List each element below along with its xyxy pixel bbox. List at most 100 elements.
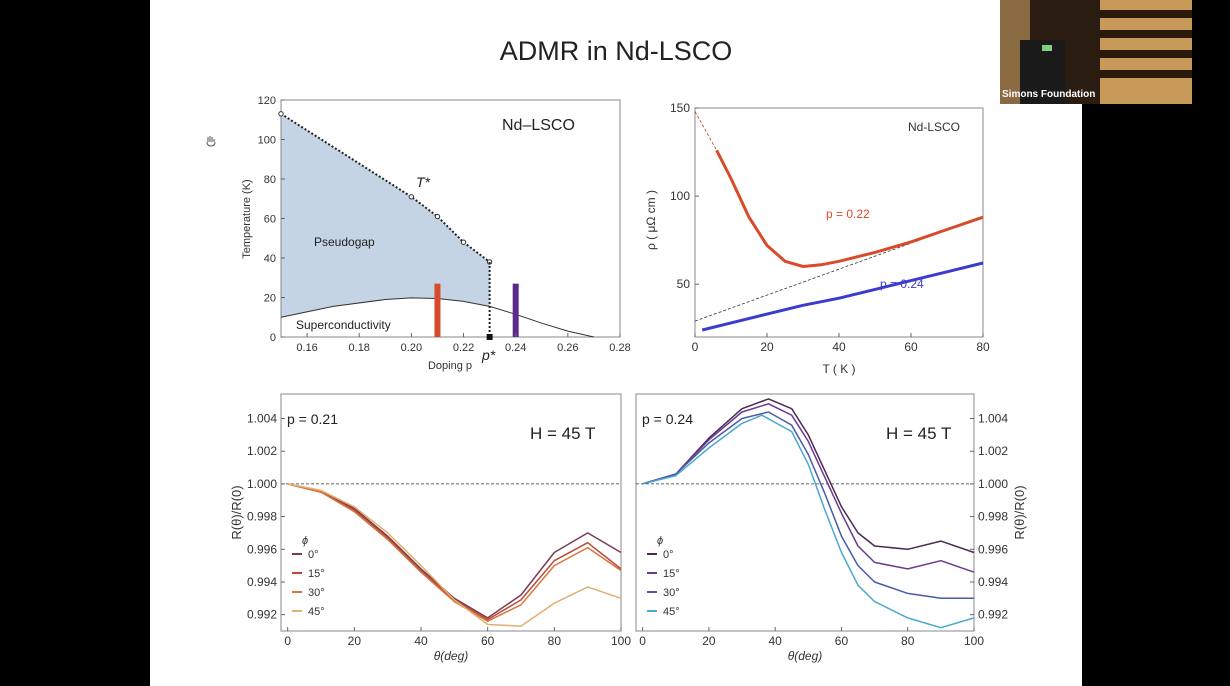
- series-line-2: [642, 411, 974, 600]
- y-tick-label: 0.998: [978, 510, 1008, 524]
- video-feed-image: [1000, 0, 1192, 104]
- y-axis-label: R(θ)/R(0): [229, 485, 244, 539]
- doping-marker: [512, 283, 519, 337]
- tstar-label: T*: [416, 174, 431, 190]
- extrapolation-line: [694, 111, 717, 151]
- x-tick-label: 0.24: [505, 342, 526, 354]
- pseudogap-region: [281, 113, 490, 318]
- x-axis-label: θ(deg): [434, 649, 469, 663]
- x-tick-label: 40: [832, 340, 846, 354]
- y-tick-label: 40: [264, 253, 276, 265]
- series-line-0: [287, 483, 622, 619]
- legend-label-0: 0°: [308, 549, 319, 561]
- y-axis-label: ρ ( μΩ cm ): [644, 190, 658, 250]
- field-label: H = 45 T: [886, 424, 951, 443]
- y-tick-label: 100: [258, 135, 276, 147]
- y-tick-label: 60: [264, 214, 276, 226]
- tstar-point: [408, 194, 415, 200]
- series-line-0: [715, 149, 984, 268]
- y-tick-label: 0.992: [978, 608, 1008, 622]
- field-label: H = 45 T: [530, 424, 595, 443]
- y-tick-label: 120: [258, 95, 276, 107]
- y-tick-label: 150: [670, 101, 690, 115]
- doping-label: p = 0.21: [287, 411, 338, 427]
- series-line-3: [287, 483, 622, 627]
- series-line-0: [642, 398, 975, 554]
- sc-label: Superconductivity: [296, 318, 391, 332]
- x-tick-label: 40: [768, 634, 782, 648]
- y-tick-label: 1.002: [978, 444, 1008, 458]
- x-tick-label: 0.18: [349, 342, 370, 354]
- material-label-2: Nd-LSCO: [908, 120, 960, 134]
- x-tick-label: 0: [639, 634, 646, 648]
- y-axis-label: R(θ)/R(0): [1012, 485, 1027, 539]
- x-tick-label: 60: [904, 340, 918, 354]
- x-tick-label: 80: [976, 340, 990, 354]
- tstar-point: [434, 213, 441, 220]
- y-tick-label: 0.998: [247, 510, 277, 524]
- y-tick-label: 1.002: [247, 444, 277, 458]
- y-tick-label: 0.992: [247, 608, 277, 622]
- x-tick-label: 100: [611, 634, 631, 648]
- legend-label-2: 30°: [308, 587, 325, 599]
- y-tick-label: 0.994: [978, 575, 1008, 589]
- y-tick-label: 1.000: [978, 477, 1008, 491]
- x-axis-label: Doping p: [428, 360, 472, 372]
- slide-title: ADMR in Nd-LSCO: [499, 36, 733, 66]
- x-tick-label: 40: [414, 634, 428, 648]
- legend-label-3: 45°: [663, 606, 680, 618]
- series-label-p024: p = 0.24: [880, 277, 924, 291]
- tstar-point: [278, 111, 284, 117]
- video-feed-label: Simons Foundation: [1002, 89, 1096, 100]
- pseudogap-label: Pseudogap: [314, 235, 375, 249]
- y-tick-label: 100: [670, 189, 690, 203]
- tstar-point: [460, 239, 467, 245]
- y-tick-label: 0: [270, 332, 276, 344]
- x-tick-label: 0.26: [557, 342, 578, 354]
- legend-title: ϕ: [302, 535, 308, 547]
- series-line-1: [642, 403, 975, 573]
- y-tick-label: 80: [264, 174, 276, 186]
- x-tick-label: 0.20: [401, 342, 422, 354]
- x-tick-label: 80: [548, 634, 562, 648]
- y-tick-label: 0.996: [247, 542, 277, 556]
- plot-frame-resistivity: [694, 107, 984, 338]
- y-tick-label: 20: [264, 293, 276, 305]
- legend-label-2: 30°: [663, 587, 680, 599]
- x-tick-label: 100: [964, 634, 984, 648]
- series-label-p022: p = 0.22: [826, 207, 870, 221]
- y-tick-label: 0.994: [247, 575, 277, 589]
- x-tick-label: 0.22: [453, 342, 474, 354]
- video-feed: [1000, 0, 1192, 104]
- legend-label-3: 45°: [308, 606, 325, 618]
- y-axis-label: Temperature (K): [241, 179, 253, 258]
- x-tick-label: 60: [835, 634, 849, 648]
- y-tick-label: 1.004: [247, 412, 277, 426]
- y-tick-label: 1.004: [978, 412, 1008, 426]
- y-tick-label: 0.996: [978, 542, 1008, 556]
- x-tick-label: 20: [348, 634, 362, 648]
- plot-frame-admr: [635, 393, 975, 632]
- x-tick-label: 20: [760, 340, 774, 354]
- x-tick-label: 0.16: [296, 342, 317, 354]
- pstar-label: p*: [481, 347, 496, 363]
- x-axis-label: T ( K ): [822, 362, 855, 376]
- pstar-point: [486, 334, 493, 340]
- legend-label-1: 15°: [308, 568, 325, 580]
- legend-title: ϕ: [657, 535, 663, 547]
- x-tick-label: 20: [702, 634, 716, 648]
- doping-label: p = 0.24: [642, 411, 693, 427]
- doping-marker: [434, 283, 441, 337]
- plot-frame-admr: [280, 393, 622, 632]
- x-tick-label: 0.28: [609, 342, 630, 354]
- slide: [150, 0, 1082, 686]
- x-tick-label: 0: [692, 340, 699, 354]
- series-line-1: [701, 261, 984, 332]
- x-axis-label: θ(deg): [788, 649, 823, 663]
- x-tick-label: 60: [481, 634, 495, 648]
- x-tick-label: 80: [901, 634, 915, 648]
- y-tick-label: 50: [677, 277, 691, 291]
- legend-label-0: 0°: [663, 549, 674, 561]
- material-label: Nd–LSCO: [502, 117, 575, 134]
- legend-label-1: 15°: [663, 568, 680, 580]
